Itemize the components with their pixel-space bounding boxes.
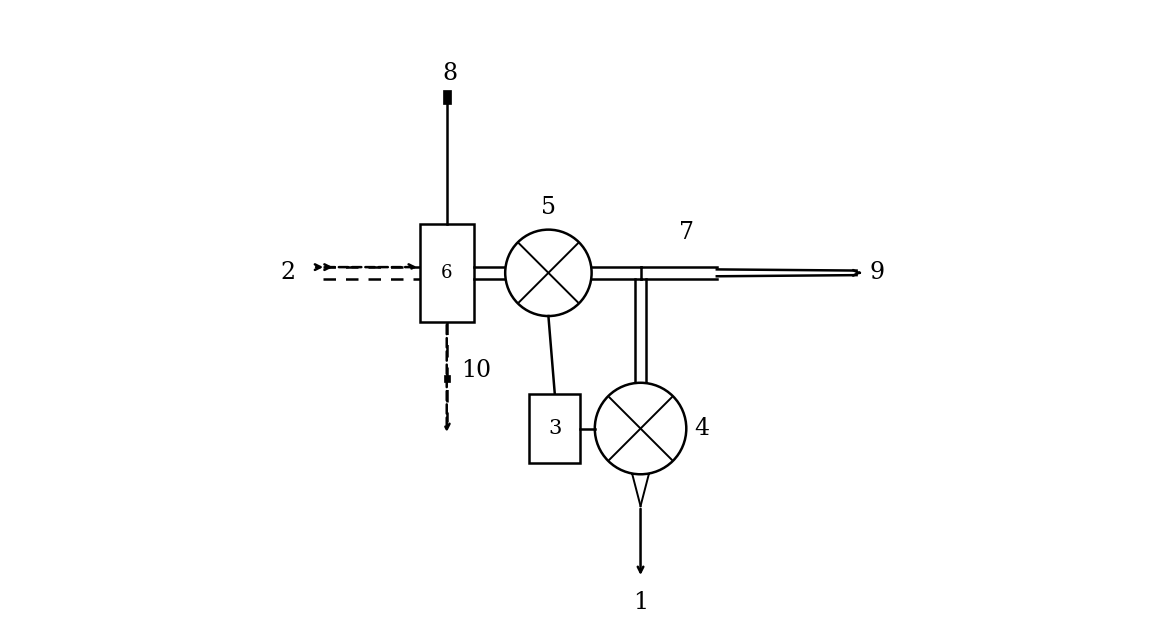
Bar (530, 394, 580, 463)
Text: 7: 7 (679, 221, 694, 244)
Text: 4: 4 (695, 417, 710, 440)
Text: 5: 5 (541, 196, 556, 219)
Text: 9: 9 (869, 262, 884, 285)
Bar (443, 90, 451, 104)
Text: 10: 10 (462, 358, 492, 381)
Circle shape (594, 383, 687, 474)
Text: 2: 2 (280, 262, 295, 285)
Bar (420, 224, 474, 322)
Text: 8: 8 (442, 62, 457, 85)
Text: 1: 1 (634, 590, 649, 613)
Text: 3: 3 (548, 419, 562, 438)
Text: 6: 6 (441, 264, 452, 282)
Circle shape (505, 229, 592, 316)
Bar (443, 376, 450, 381)
